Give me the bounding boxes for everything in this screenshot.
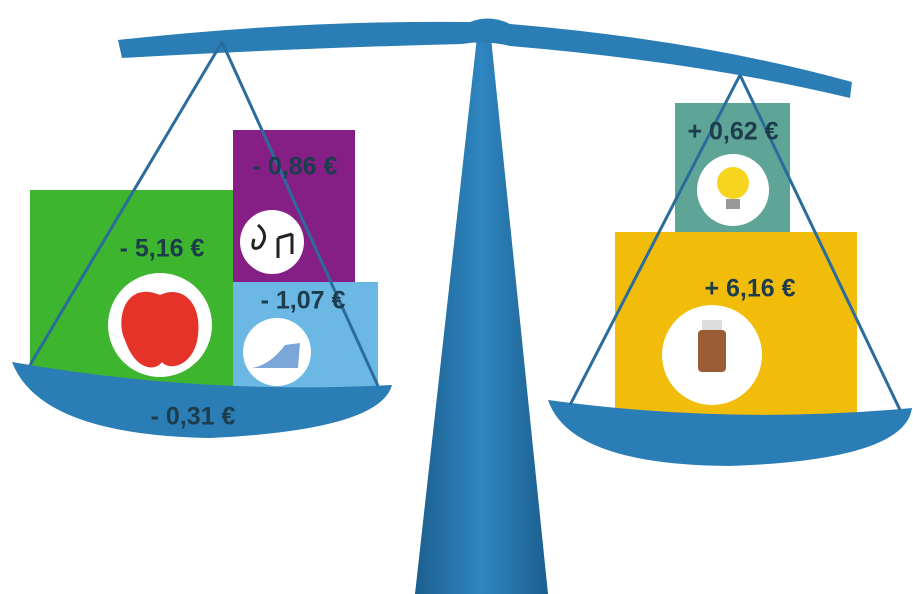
left-string	[28, 41, 224, 366]
shoe-icon	[252, 343, 300, 368]
right-pan	[548, 400, 912, 466]
price-label: - 0,86 €	[253, 153, 338, 181]
bulb-icon	[717, 167, 749, 199]
left-string	[220, 41, 380, 387]
beam	[118, 18, 852, 99]
medicine-cap	[702, 320, 722, 330]
price-label: + 0,62 €	[687, 118, 778, 146]
price-label: - 1,07 €	[261, 287, 346, 315]
music-icon	[251, 223, 294, 258]
right-string	[568, 74, 742, 406]
left-pan	[12, 362, 392, 438]
shoe-icon-bg	[243, 318, 311, 386]
music-icon-bg	[240, 210, 304, 274]
bulb-base	[726, 199, 740, 209]
pillar	[415, 28, 548, 594]
apple-icon	[121, 291, 199, 368]
price-label: + 6,16 €	[704, 275, 795, 303]
price-label: - 0,31 €	[151, 403, 236, 431]
price-label: - 5,16 €	[120, 235, 205, 263]
medicine-icon	[698, 330, 726, 372]
right-string	[738, 74, 902, 411]
